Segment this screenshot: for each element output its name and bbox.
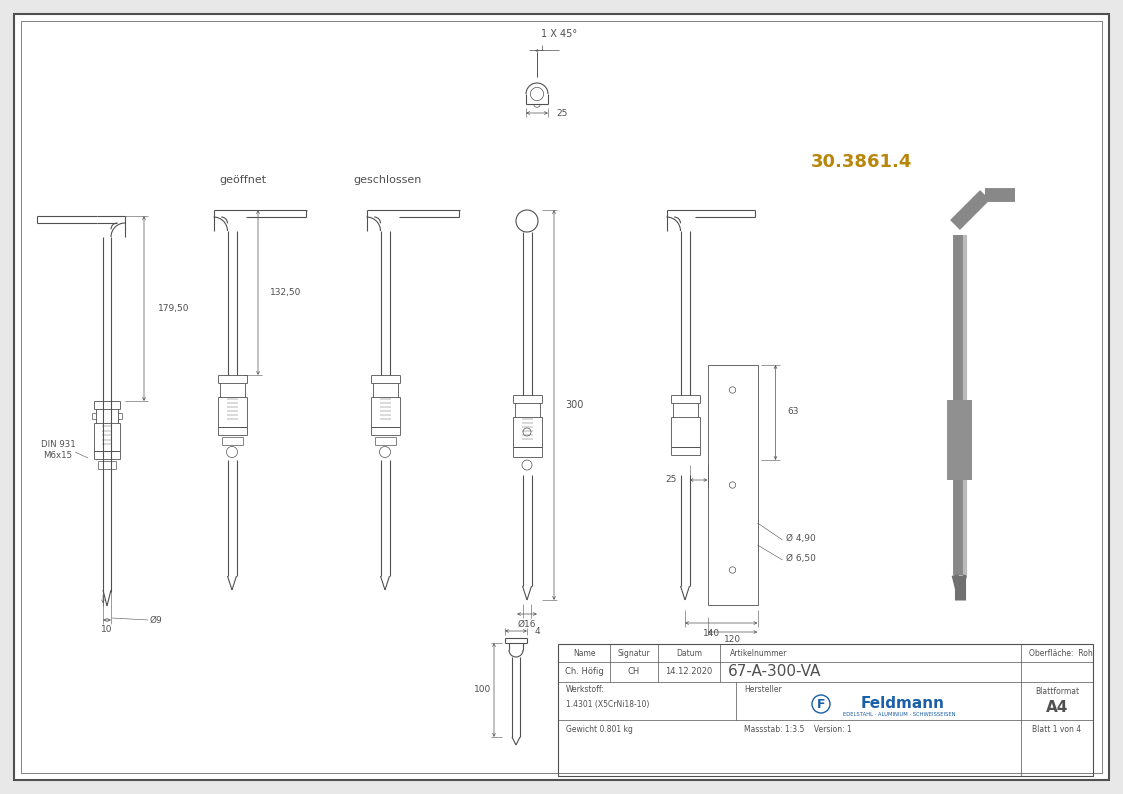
Text: Massstab: 1:3.5    Version: 1: Massstab: 1:3.5 Version: 1: [745, 726, 851, 734]
Text: Name: Name: [573, 649, 595, 657]
Text: DIN 931
M6x15: DIN 931 M6x15: [40, 441, 75, 460]
Text: Artikelnummer: Artikelnummer: [730, 649, 787, 657]
Text: 132,50: 132,50: [270, 287, 301, 296]
Text: 4: 4: [535, 626, 540, 635]
Text: EDELSTAHL · ALUMINIUM · SCHWEISSEISEN: EDELSTAHL · ALUMINIUM · SCHWEISSEISEN: [842, 711, 956, 716]
Text: 179,50: 179,50: [158, 304, 190, 313]
Text: A4: A4: [1046, 700, 1068, 715]
Text: CH: CH: [628, 668, 640, 676]
Text: 30.3861.4: 30.3861.4: [811, 153, 913, 171]
Text: 10: 10: [101, 626, 112, 634]
Bar: [707, 365, 758, 605]
Text: Ø 6,50: Ø 6,50: [785, 553, 815, 562]
Text: 14.12.2020: 14.12.2020: [665, 668, 713, 676]
Text: 140: 140: [703, 629, 720, 638]
Text: Blattformat: Blattformat: [1035, 688, 1079, 696]
Text: 100: 100: [474, 685, 492, 695]
Text: 25: 25: [666, 476, 677, 484]
Text: Blatt 1 von 4: Blatt 1 von 4: [1032, 726, 1081, 734]
Text: Feldmann: Feldmann: [861, 696, 944, 711]
Text: Signatur: Signatur: [618, 649, 650, 657]
Text: Ø16: Ø16: [518, 619, 537, 629]
Text: 63: 63: [787, 407, 798, 417]
Text: Ø9: Ø9: [150, 615, 163, 625]
Text: F: F: [816, 697, 825, 711]
Bar: [947, 400, 973, 480]
Text: Gewicht 0.801 kg: Gewicht 0.801 kg: [566, 726, 633, 734]
Text: Ø 4,90: Ø 4,90: [785, 534, 815, 542]
Text: 1 X 45°: 1 X 45°: [541, 29, 577, 39]
Bar: [558, 644, 1093, 776]
Text: 67-A-300-VA: 67-A-300-VA: [728, 665, 821, 680]
Text: Hersteller: Hersteller: [745, 685, 782, 695]
Text: 1.4301 (X5CrNi18-10): 1.4301 (X5CrNi18-10): [566, 700, 649, 708]
Text: Datum: Datum: [676, 649, 702, 657]
Text: 25: 25: [556, 109, 567, 118]
Text: 300: 300: [565, 400, 583, 410]
Text: 120: 120: [724, 635, 741, 645]
Text: Oberfläche:  Roh: Oberfläche: Roh: [1029, 649, 1093, 657]
Text: geöffnet: geöffnet: [219, 175, 266, 185]
Text: geschlossen: geschlossen: [354, 175, 422, 185]
Text: Werkstoff:: Werkstoff:: [566, 685, 605, 695]
Text: Ch. Höfig: Ch. Höfig: [565, 668, 603, 676]
